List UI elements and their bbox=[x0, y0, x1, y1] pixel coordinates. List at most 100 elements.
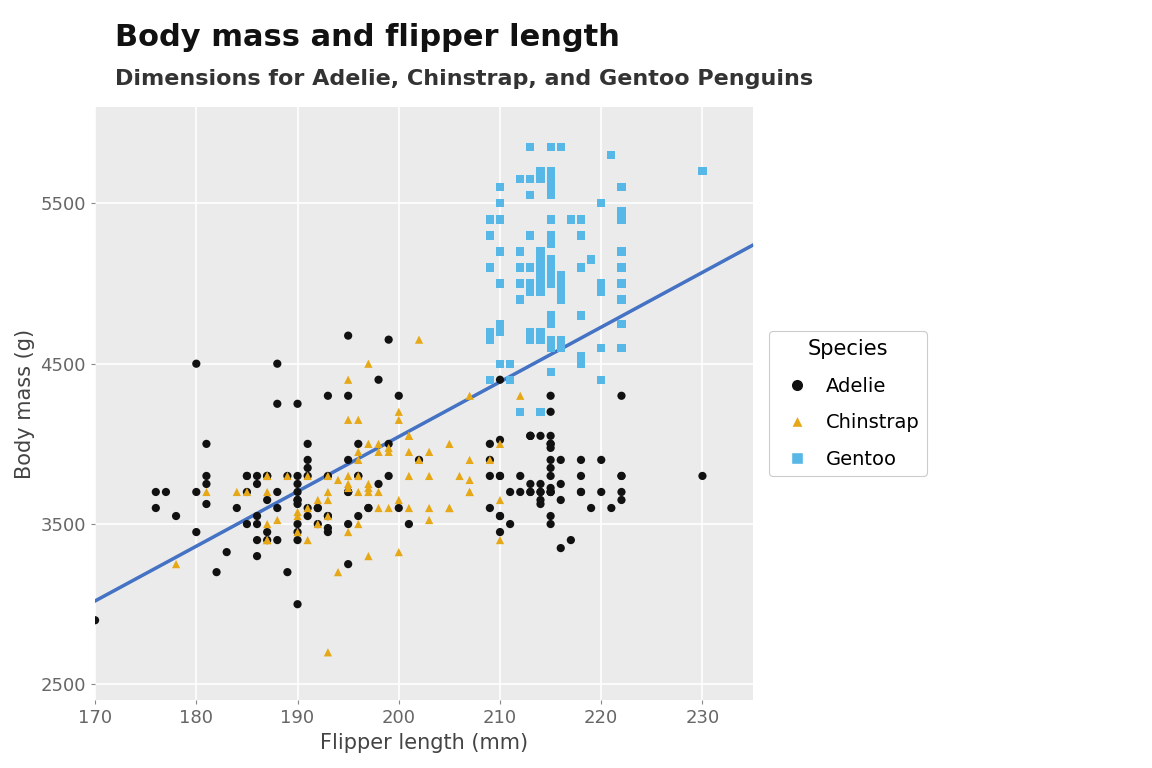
Point bbox=[228, 502, 247, 514]
Point bbox=[541, 270, 560, 282]
Point bbox=[511, 245, 530, 257]
Point bbox=[531, 261, 550, 273]
Point bbox=[359, 502, 378, 514]
Point bbox=[592, 277, 611, 290]
Point bbox=[370, 373, 388, 386]
Point bbox=[612, 205, 630, 217]
Point bbox=[349, 518, 367, 530]
Point bbox=[511, 389, 530, 402]
Point bbox=[146, 502, 165, 514]
Point bbox=[612, 277, 630, 290]
Point bbox=[319, 486, 338, 498]
Point bbox=[531, 498, 550, 510]
Point bbox=[450, 470, 469, 482]
Point bbox=[480, 230, 499, 242]
Point bbox=[298, 510, 317, 522]
Point bbox=[571, 214, 590, 226]
Point bbox=[370, 502, 388, 514]
Point bbox=[541, 277, 560, 290]
Point bbox=[571, 486, 590, 498]
Point bbox=[258, 470, 276, 482]
Point bbox=[531, 486, 550, 498]
Point bbox=[501, 373, 520, 386]
Point bbox=[359, 502, 378, 514]
Point bbox=[571, 310, 590, 322]
Point bbox=[258, 470, 276, 482]
Point bbox=[339, 486, 357, 498]
Point bbox=[319, 646, 338, 658]
Point bbox=[531, 406, 550, 418]
Point bbox=[612, 342, 630, 354]
Point bbox=[480, 454, 499, 466]
Point bbox=[359, 438, 378, 450]
Point bbox=[268, 534, 287, 546]
Point bbox=[480, 326, 499, 338]
Point bbox=[531, 430, 550, 442]
Point bbox=[501, 518, 520, 530]
Point bbox=[248, 470, 266, 482]
Point bbox=[541, 141, 560, 154]
Point bbox=[370, 438, 388, 450]
Point bbox=[541, 277, 560, 290]
Point bbox=[571, 261, 590, 273]
Point bbox=[319, 510, 338, 522]
Point bbox=[521, 277, 539, 290]
Point bbox=[248, 478, 266, 490]
Point bbox=[319, 494, 338, 506]
Point bbox=[440, 502, 458, 514]
Point bbox=[541, 454, 560, 466]
Point bbox=[359, 478, 378, 490]
Point bbox=[531, 173, 550, 185]
Point bbox=[521, 277, 539, 290]
Point bbox=[359, 550, 378, 562]
Point bbox=[248, 534, 266, 546]
Point bbox=[521, 478, 539, 490]
Point bbox=[511, 293, 530, 306]
Point bbox=[237, 486, 256, 498]
Point bbox=[531, 333, 550, 346]
Point bbox=[461, 389, 479, 402]
Point bbox=[197, 470, 215, 482]
Point bbox=[237, 518, 256, 530]
Point bbox=[531, 245, 550, 257]
Point bbox=[571, 486, 590, 498]
Point bbox=[359, 482, 378, 494]
Point bbox=[288, 494, 306, 506]
Point bbox=[541, 317, 560, 329]
Point bbox=[592, 373, 611, 386]
Point bbox=[258, 494, 276, 506]
Point bbox=[552, 286, 570, 298]
Point bbox=[349, 470, 367, 482]
Point bbox=[268, 486, 287, 498]
Point bbox=[400, 502, 418, 514]
Point bbox=[491, 510, 509, 522]
Point bbox=[694, 470, 712, 482]
Point bbox=[167, 558, 185, 571]
Point bbox=[319, 510, 338, 522]
Point bbox=[552, 478, 570, 490]
Point bbox=[339, 486, 357, 498]
Point bbox=[197, 498, 215, 510]
Point bbox=[541, 230, 560, 242]
Point bbox=[521, 261, 539, 273]
Point bbox=[197, 478, 215, 490]
Point bbox=[349, 470, 367, 482]
Point bbox=[491, 245, 509, 257]
Point bbox=[339, 526, 357, 538]
Point bbox=[521, 430, 539, 442]
Point bbox=[319, 526, 338, 538]
Point bbox=[420, 502, 439, 514]
Point bbox=[531, 165, 550, 177]
Point bbox=[612, 277, 630, 290]
Point bbox=[278, 566, 296, 578]
Point bbox=[389, 414, 408, 426]
Point bbox=[379, 333, 397, 346]
Point bbox=[541, 310, 560, 322]
Point bbox=[298, 502, 317, 514]
Point bbox=[552, 277, 570, 290]
Point bbox=[491, 245, 509, 257]
Y-axis label: Body mass (g): Body mass (g) bbox=[15, 329, 35, 479]
Point bbox=[461, 454, 479, 466]
Point bbox=[694, 165, 712, 177]
Point bbox=[339, 373, 357, 386]
